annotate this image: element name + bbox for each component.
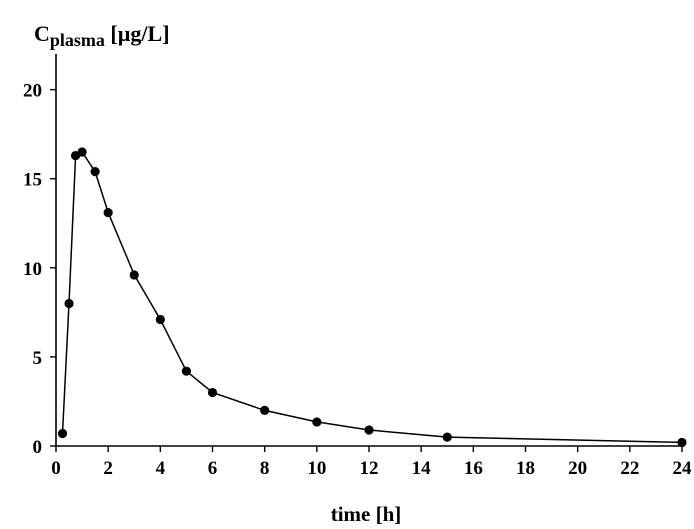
data-point [181,366,192,376]
y-axis-title: Cplasma [µg/L] [34,21,170,50]
data-point [260,405,270,415]
y-tick-label: 15 [23,170,42,191]
y-tick-label: 0 [33,437,43,458]
data-point [77,147,87,157]
y-axis-title-main: C [34,21,50,46]
x-tick-label: 24 [673,458,693,479]
x-tick-label: 6 [208,458,218,479]
data-point [364,425,374,435]
y-tick-label: 20 [23,81,42,102]
data-point [129,270,139,280]
data-point [155,314,165,325]
x-tick-label: 22 [620,458,639,479]
y-tick-label: 10 [23,259,42,280]
data-series [57,147,687,448]
data-point [677,437,687,448]
data-point [90,167,100,177]
x-tick-label: 18 [516,458,535,479]
data-point [103,207,113,218]
x-tick-label: 8 [260,458,270,479]
y-tick-label: 5 [33,348,43,369]
data-point [64,298,74,309]
x-tick-label: 14 [412,458,432,479]
x-tick-label: 16 [464,458,483,479]
x-tick-label: 2 [103,458,113,479]
series-line [61,151,683,444]
data-point [312,417,322,427]
data-point [57,428,68,439]
x-tick-label: 4 [156,458,166,479]
x-tick-label: 10 [307,458,326,479]
x-axis-title: time [h] [331,502,402,526]
y-axis-title-unit: [µg/L] [105,21,170,46]
data-point [442,432,452,442]
x-tick-label: 0 [51,458,61,479]
data-point [207,387,218,398]
y-axis-title-subscript: plasma [50,30,105,50]
x-tick-label: 12 [360,458,379,479]
x-tick-label: 20 [568,458,587,479]
